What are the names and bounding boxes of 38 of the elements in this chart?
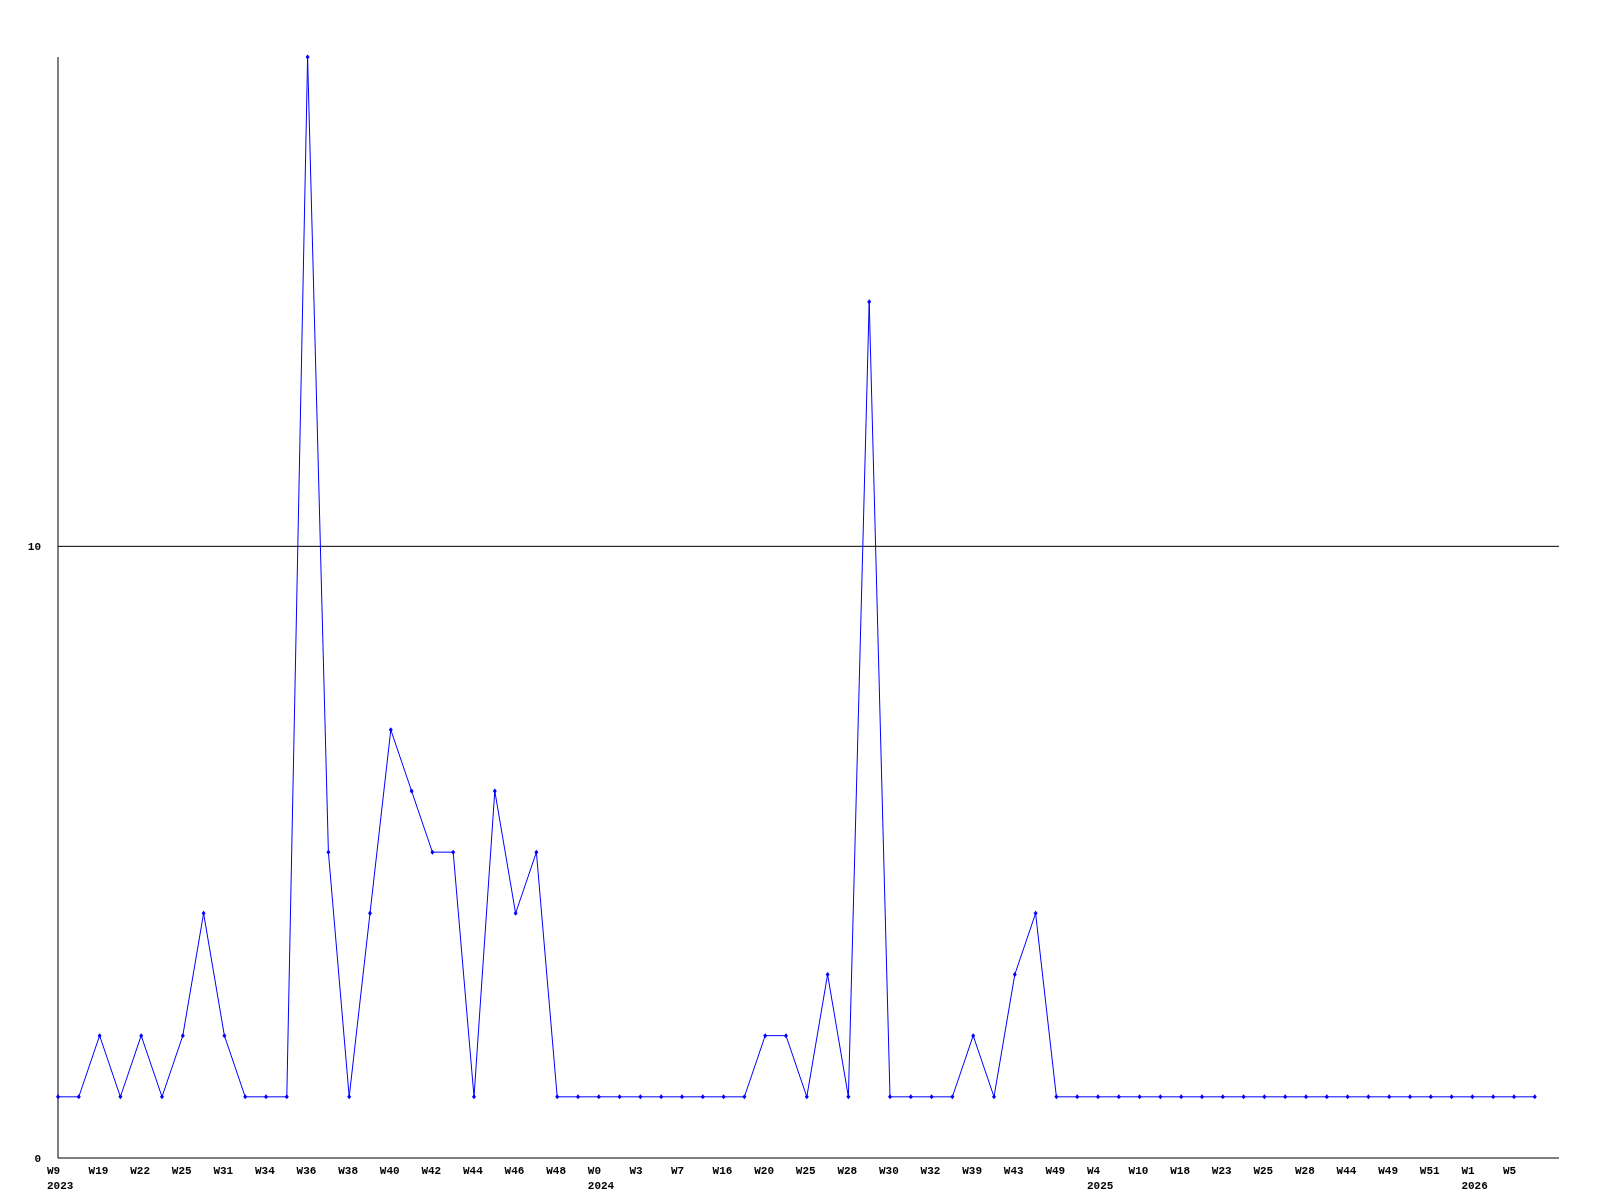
x-tick-label: W31 [213,1165,234,1177]
x-tick-label: W46 [504,1165,525,1177]
x-tick-label: W18 [1170,1165,1191,1177]
x-tick-label: W19 [88,1165,109,1177]
x-tick-label: W49 [1378,1165,1399,1177]
x-tick-label: W28 [1295,1165,1316,1177]
y-tick-label: 0 [34,1152,41,1165]
x-tick-label: W4 2025 [1087,1165,1114,1192]
x-tick-label: W39 [962,1165,983,1177]
x-tick-label: W22 [130,1165,151,1177]
x-tick-label: W51 [1419,1165,1440,1177]
x-tick-label: W36 [296,1165,317,1177]
x-tick-label: W3 [629,1165,643,1177]
x-tick-label: W40 [379,1165,400,1177]
x-tick-label: W48 [546,1165,567,1177]
x-tick-label: W43 [1003,1165,1024,1177]
x-tick-label: W16 [712,1165,733,1177]
x-tick-label: W7 [671,1165,685,1177]
x-tick-label: W49 [1045,1165,1066,1177]
x-tick-label: W25 [795,1165,816,1177]
x-tick-label: W44 [463,1165,484,1177]
x-tick-label: W32 [920,1165,941,1177]
x-tick-label: W44 [1336,1165,1357,1177]
x-tick-label: W9 2023 [47,1165,74,1192]
x-tick-label: W42 [421,1165,442,1177]
x-tick-label: W20 [754,1165,775,1177]
x-tick-label: W10 [1128,1165,1149,1177]
x-tick-label: W23 [1211,1165,1232,1177]
y-tick-label: 10 [27,541,41,554]
x-tick-label: W25 [171,1165,192,1177]
x-tick-label: W1 2026 [1461,1165,1488,1192]
x-tick-label: W28 [837,1165,858,1177]
x-tick-label: W34 [255,1165,276,1177]
x-tick-label: W38 [338,1165,359,1177]
x-tick-label: W25 [1253,1165,1274,1177]
x-tick-label: W30 [879,1165,899,1177]
x-tick-label: W5 [1503,1165,1517,1177]
x-tick-label: W0 2024 [587,1165,615,1192]
